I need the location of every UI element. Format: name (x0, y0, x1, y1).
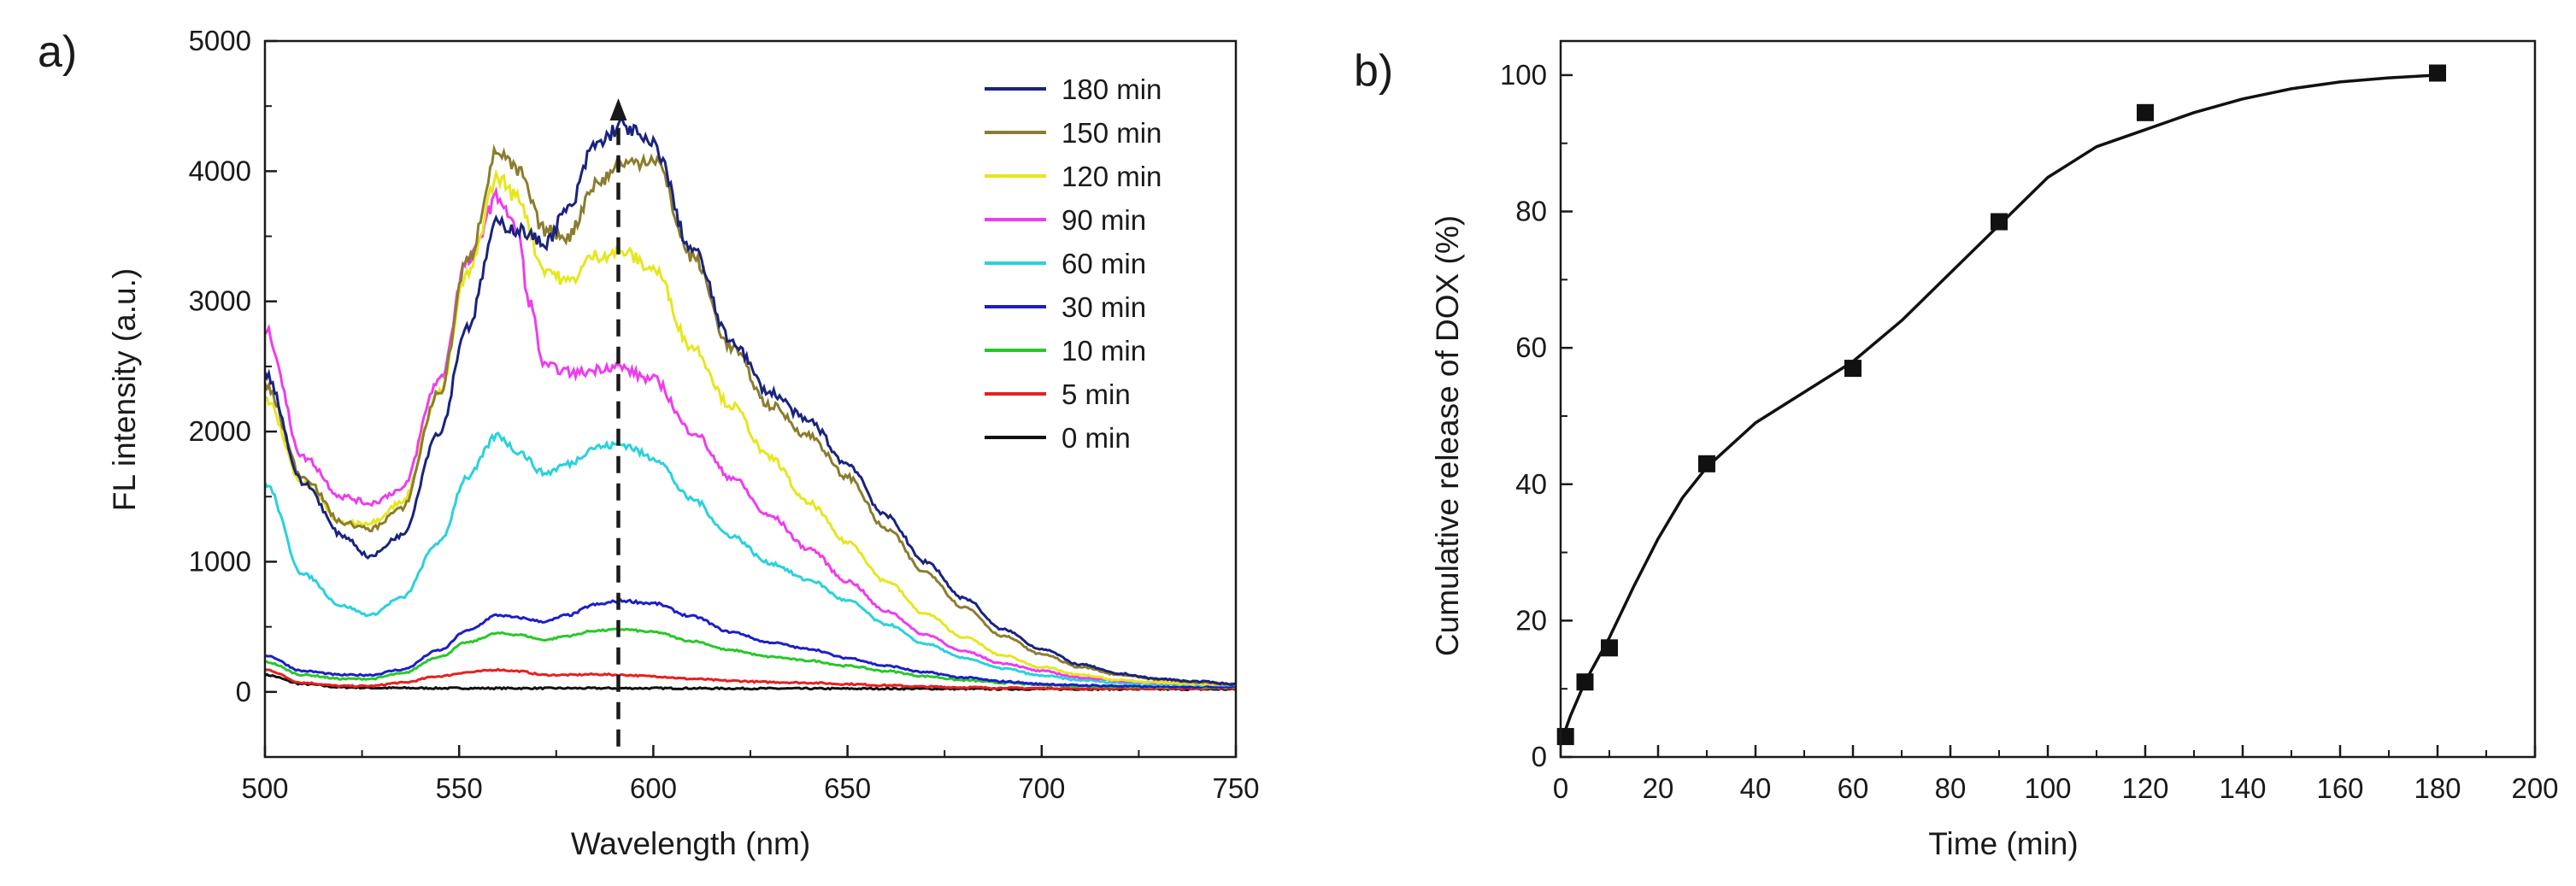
panel-b-y-tick-label: 100 (1500, 59, 1547, 91)
panel-b-y-tick-label: 0 (1532, 741, 1547, 772)
panel-b-y-axis-title: Cumulative release of DOX (%) (1430, 215, 1465, 656)
legend-label-150-min: 150 min (1062, 117, 1162, 149)
panel-a-plot: 500 550 600 650 700 750 0 1000 2000 3000 4000 5000 1… (189, 25, 1260, 804)
panel-b-x-tick-label: 160 (2316, 772, 2363, 804)
panel-a-legend: 180 min 150 min 120 min 90 min 60 min 30 min 1… (985, 73, 1162, 454)
spectrum-line-90-min (265, 186, 1236, 687)
spectrum-line-10-min (265, 627, 1236, 689)
panel-b-x-tick-label: 80 (1935, 772, 1967, 804)
release-data-point (1556, 728, 1574, 746)
panel-b-x-tick-label: 140 (2219, 772, 2266, 804)
panel-b-x-tick-label: 20 (1643, 772, 1674, 804)
panel-a-x-axis-title: Wavelength (nm) (571, 826, 810, 861)
spectrum-line-60-min (265, 431, 1236, 687)
panel-b-x-tick-label: 100 (2024, 772, 2071, 804)
legend-label-90-min: 90 min (1062, 204, 1146, 236)
legend-label-120-min: 120 min (1062, 161, 1162, 192)
legend-label-30-min: 30 min (1062, 291, 1146, 323)
release-data-point (1844, 360, 1861, 378)
panel-b-y-tick-label: 80 (1515, 196, 1547, 227)
panel-b-x-axis-title: Time (min) (1928, 826, 2078, 861)
spectrum-line-0-min (265, 672, 1236, 692)
release-data-point (1991, 213, 2008, 231)
panel-a-series-group (265, 117, 1236, 692)
panel-b-y-tick-label: 20 (1515, 604, 1547, 636)
panel-a-x-tick-label: 600 (630, 772, 677, 804)
panel-a-x-tick-label: 750 (1212, 772, 1259, 804)
panel-b-x-tick-label: 0 (1553, 772, 1568, 804)
release-data-point (2429, 64, 2446, 82)
panel-a-y-axis-title: FL intensity (a.u.) (107, 268, 142, 511)
panel-a-y-tick-label: 3000 (189, 285, 251, 317)
panel-b-plot-frame (1559, 39, 2537, 759)
panel-b-y-tick-label: 60 (1515, 332, 1547, 363)
panel-a-y-tick-label: 4000 (189, 155, 251, 186)
panel-a-label: a) (38, 27, 77, 77)
panel-a-x-tick-label: 500 (241, 772, 288, 804)
time-trend-arrowhead (609, 98, 627, 121)
panel-a-x-tick-label: 550 (436, 772, 483, 804)
panel-b-y-tick-label: 40 (1515, 468, 1547, 500)
panel-a-x-tick-label: 700 (1018, 772, 1065, 804)
spectrum-line-150-min (265, 144, 1236, 687)
legend-label-5-min: 5 min (1062, 378, 1131, 410)
spectrum-line-5-min (265, 667, 1236, 691)
panel-b-x-tick-label: 120 (2121, 772, 2168, 804)
panel-a-y-tick-label: 1000 (189, 545, 251, 577)
release-data-point (2137, 103, 2154, 121)
panel-b-label: b) (1354, 46, 1393, 96)
panel-b-x-tick-label: 180 (2414, 772, 2461, 804)
panel-b-x-tick-label: 60 (1838, 772, 1869, 804)
release-data-point (1601, 639, 1618, 657)
legend-label-60-min: 60 min (1062, 248, 1146, 279)
legend-label-10-min: 10 min (1062, 335, 1146, 367)
release-fit-curve (1559, 73, 2438, 744)
spectrum-line-180-min (265, 117, 1236, 686)
legend-label-180-min: 180 min (1062, 73, 1162, 105)
panel-a: a) 500 550 600 650 700 7500100020003000400050… (38, 25, 1260, 861)
panel-b: b) 0 20 40 60 80 100 120 140 160 180 200 0 20 40 60 80 1… (1354, 39, 2559, 861)
release-data-point (1698, 455, 1715, 472)
panel-b-x-tick-label: 40 (1740, 772, 1772, 804)
panel-a-x-tick-label: 650 (824, 772, 871, 804)
release-data-point (1576, 673, 1594, 691)
panel-b-plot: 0 20 40 60 80 100 120 140 160 180 200 0 20 40 60 80 100 (1500, 39, 2559, 804)
spectrum-line-30-min (265, 597, 1236, 689)
panel-b-x-tick-label: 200 (2511, 772, 2558, 804)
panel-a-y-tick-label: 2000 (189, 415, 251, 447)
panel-a-y-tick-label: 0 (236, 676, 251, 707)
panel-a-y-tick-label: 5000 (189, 25, 251, 56)
legend-label-0-min: 0 min (1062, 422, 1131, 454)
